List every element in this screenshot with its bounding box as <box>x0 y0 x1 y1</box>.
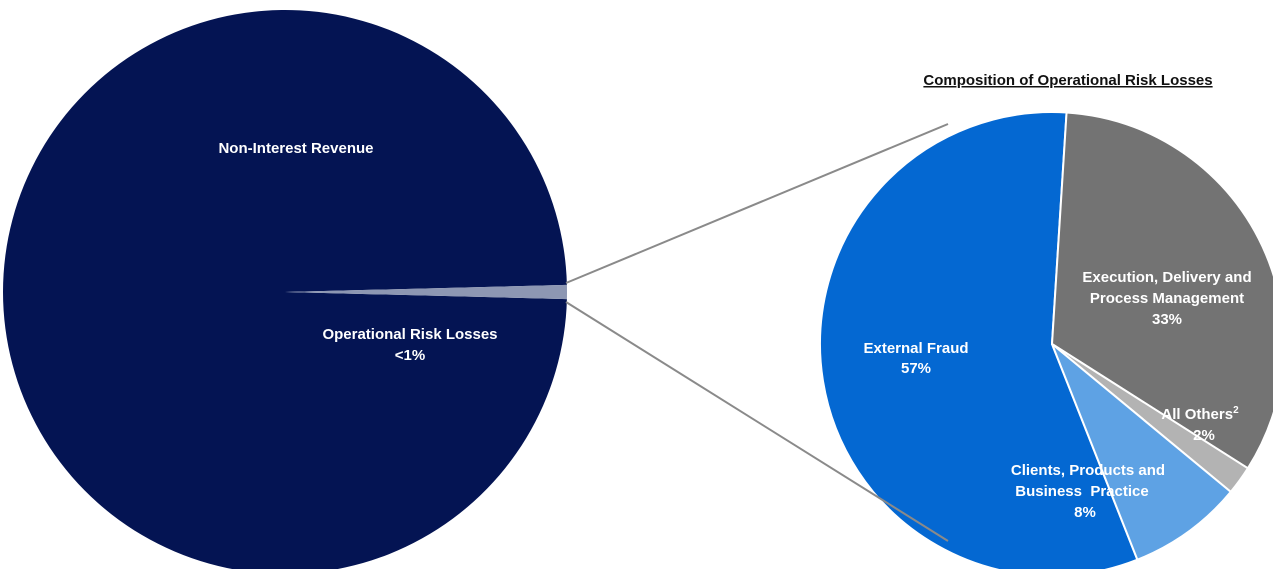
label-execution-line-1: Execution, Delivery and <box>1082 269 1251 286</box>
value-operational-risk-losses: <1% <box>395 347 425 364</box>
label-clients-line-1: Clients, Products and <box>1011 462 1165 479</box>
value-execution: 33% <box>1152 311 1182 328</box>
label-operational-risk-losses: Operational Risk Losses <box>322 326 497 343</box>
label-all-others-text: All Others <box>1161 406 1233 423</box>
chart-title: Composition of Operational Risk Losses <box>923 72 1212 89</box>
connector-line-top <box>565 123 949 284</box>
slice-operational-risk-losses <box>285 284 567 300</box>
label-external-fraud: External Fraud <box>863 340 968 357</box>
slice-execution-delivery-process-management <box>1050 111 1273 470</box>
value-clients: 8% <box>1074 504 1096 521</box>
right-pie <box>818 111 1273 569</box>
slice-clients-products-business-practice <box>1051 343 1233 562</box>
label-all-others: All Others2 <box>1161 405 1239 423</box>
label-all-others-sup: 2 <box>1233 405 1239 416</box>
connector-line-bottom <box>565 301 949 542</box>
left-pie <box>2 10 567 569</box>
value-all-others: 2% <box>1193 427 1215 444</box>
value-external-fraud: 57% <box>901 360 931 377</box>
slice-external-fraud <box>818 111 1139 569</box>
slice-non-interest-revenue <box>2 10 567 569</box>
label-non-interest-revenue: Non-Interest Revenue <box>218 140 373 157</box>
label-execution-line-2: Process Management <box>1090 290 1244 307</box>
label-clients-line-2: Business Practice <box>1015 483 1148 500</box>
